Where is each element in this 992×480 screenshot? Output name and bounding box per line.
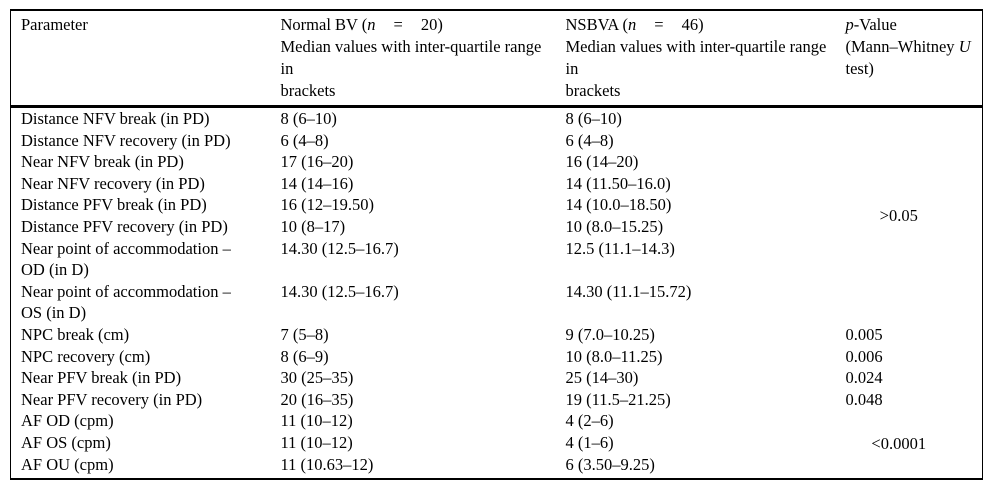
table-row: NPC break (cm) 7 (5–8) 9 (7.0–10.25) 0.0… bbox=[11, 324, 983, 346]
param-cell: Near point of accommodation – OS (in D) bbox=[11, 281, 271, 324]
param-cell: NPC recovery (cm) bbox=[21, 346, 151, 366]
param-cell: Distance NFV break (in PD) bbox=[21, 109, 210, 128]
table-row: Distance NFV break (in PD) 8 (6–10) 8 (6… bbox=[11, 107, 983, 225]
normal-bv-value: 14 (14–16) bbox=[280, 173, 354, 193]
nsbva-value: 19 (11.5–21.25) bbox=[565, 389, 671, 409]
column-header-normal-bv: Normal BV (n = 20) Median values with inte… bbox=[270, 10, 556, 108]
table-header: Parameter Normal BV (n = 20) Median values… bbox=[10, 10, 983, 108]
results-table: Parameter Normal BV (n = 20) Median values… bbox=[10, 9, 983, 480]
nsbva-value: 9 (7.0–10.25) bbox=[565, 324, 655, 344]
header-line-2: (Mann–Whitney U bbox=[845, 37, 971, 56]
p-value: 0.048 bbox=[845, 389, 883, 409]
param-cell: NPC break (cm) bbox=[21, 324, 130, 344]
normal-bv-value: 30 (25–35) bbox=[280, 368, 354, 388]
italic-n: n bbox=[628, 15, 637, 34]
nsbva-value: 12.5 (11.1–14.3) bbox=[565, 238, 675, 258]
nsbva-value: 14 (10.0–18.50) bbox=[565, 195, 672, 215]
nsbva-value: 6 (4–8) bbox=[565, 130, 614, 150]
p-value-merged-group-2: <0.0001 bbox=[871, 434, 927, 454]
normal-bv-value: 8 (6–9) bbox=[280, 346, 329, 366]
header-label: Parameter bbox=[21, 15, 88, 34]
header-line-1: NSBVA (n = 46) bbox=[565, 15, 704, 34]
table-row: AF OS (cpm) 11 (10–12) 4 (1–6) bbox=[11, 432, 983, 454]
param-cell: Near NFV recovery (in PD) bbox=[21, 173, 205, 193]
header-line-3: brackets bbox=[565, 81, 621, 100]
param-cell: Distance NFV recovery (in PD) bbox=[21, 130, 231, 150]
table-row: Near NFV break (in PD) 17 (16–20) 16 (14… bbox=[11, 151, 983, 173]
param-cell: AF OU (cpm) bbox=[21, 454, 114, 474]
table-row: Near PFV recovery (in PD) 20 (16–35) 19 … bbox=[11, 389, 983, 411]
nsbva-value: 10 (8.0–15.25) bbox=[565, 216, 664, 236]
nsbva-value: 4 (1–6) bbox=[565, 432, 614, 452]
header-line-3: brackets bbox=[280, 81, 336, 100]
p-value: 0.006 bbox=[845, 346, 883, 366]
column-header-parameter: Parameter bbox=[10, 10, 271, 108]
normal-bv-value: 6 (4–8) bbox=[280, 130, 329, 150]
header-line-1: Normal BV (n = 20) bbox=[280, 15, 443, 34]
table-row: NPC recovery (cm) 8 (6–9) 10 (8.0–11.25)… bbox=[11, 346, 983, 368]
param-line-2: OD (in D) bbox=[21, 260, 89, 280]
param-cell: AF OS (cpm) bbox=[21, 432, 111, 452]
table-row: Distance NFV recovery (in PD) 6 (4–8) 6 … bbox=[11, 130, 983, 152]
param-cell: Near PFV break (in PD) bbox=[21, 368, 182, 388]
param-cell: AF OD (cpm) bbox=[21, 411, 114, 431]
table-row: Near NFV recovery (in PD) 14 (14–16) 14 … bbox=[11, 173, 983, 195]
param-cell: Near NFV break (in PD) bbox=[21, 152, 184, 172]
param-line-2: OS (in D) bbox=[21, 303, 87, 323]
param-cell: Near PFV recovery (in PD) bbox=[21, 389, 203, 409]
nsbva-value: 6 (3.50–9.25) bbox=[565, 454, 655, 474]
table-row: AF OU (cpm) 11 (10.63–12) 6 (3.50–9.25) bbox=[11, 454, 983, 480]
header-line-3: test) bbox=[845, 59, 874, 78]
normal-bv-value: 14.30 (12.5–16.7) bbox=[280, 238, 399, 258]
nsbva-value: 4 (2–6) bbox=[565, 411, 614, 431]
param-cell: Distance PFV break (in PD) bbox=[21, 195, 207, 215]
p-value: 0.005 bbox=[845, 324, 883, 344]
p-value-merged-group-1: >0.05 bbox=[879, 206, 918, 226]
header-line-2: Median values with inter-quartile range … bbox=[565, 37, 827, 78]
normal-bv-value: 16 (12–19.50) bbox=[280, 195, 375, 215]
normal-bv-value: 8 (6–10) bbox=[280, 109, 337, 128]
nsbva-value: 16 (14–20) bbox=[565, 152, 639, 172]
normal-bv-value: 11 (10.63–12) bbox=[280, 454, 374, 474]
column-header-p-value: p-Value (Mann–Whitney U test) bbox=[835, 10, 983, 108]
param-cell: Near point of accommodation – OD (in D) bbox=[11, 238, 271, 281]
normal-bv-value: 17 (16–20) bbox=[280, 152, 354, 172]
normal-bv-value: 20 (16–35) bbox=[280, 389, 354, 409]
table-row: Distance PFV break (in PD) 16 (12–19.50)… bbox=[11, 194, 983, 216]
table-row: Near point of accommodation – OS (in D) 1… bbox=[11, 281, 983, 324]
header-line-1: p-Value bbox=[845, 15, 897, 34]
nsbva-value: 10 (8.0–11.25) bbox=[565, 346, 663, 366]
table-row: Distance PFV recovery (in PD) 10 (8–17) … bbox=[11, 216, 983, 238]
nsbva-value: 25 (14–30) bbox=[565, 368, 639, 388]
column-header-nsbva: NSBVA (n = 46) Median values with inter-qu… bbox=[555, 10, 836, 108]
italic-p: p bbox=[845, 15, 854, 34]
nsbva-value: 14 (11.50–16.0) bbox=[565, 173, 671, 193]
italic-u: U bbox=[958, 37, 971, 56]
table-body: Distance NFV break (in PD) 8 (6–10) 8 (6… bbox=[11, 107, 983, 480]
param-cell: Distance PFV recovery (in PD) bbox=[21, 216, 228, 236]
normal-bv-value: 14.30 (12.5–16.7) bbox=[280, 281, 399, 301]
table-row: AF OD (cpm) 11 (10–12) 4 (2–6) <0.0001 bbox=[11, 410, 983, 453]
header-line-2: Median values with inter-quartile range … bbox=[280, 37, 542, 78]
normal-bv-value: 10 (8–17) bbox=[280, 216, 346, 236]
table-row: Near point of accommodation – OD (in D) 1… bbox=[11, 238, 983, 281]
equals-sign: = bbox=[654, 15, 664, 34]
normal-bv-value: 7 (5–8) bbox=[280, 324, 329, 344]
normal-bv-value: 11 (10–12) bbox=[280, 432, 353, 452]
table-row: Near PFV break (in PD) 30 (25–35) 25 (14… bbox=[11, 367, 983, 389]
nsbva-value: 14.30 (11.1–15.72) bbox=[565, 281, 692, 301]
header-row: Parameter Normal BV (n = 20) Median values… bbox=[10, 10, 983, 108]
p-value: 0.024 bbox=[845, 368, 883, 388]
normal-bv-value: 11 (10–12) bbox=[280, 411, 353, 431]
italic-n: n bbox=[367, 15, 376, 34]
nsbva-value: 8 (6–10) bbox=[565, 109, 622, 128]
equals-sign: = bbox=[393, 15, 403, 34]
